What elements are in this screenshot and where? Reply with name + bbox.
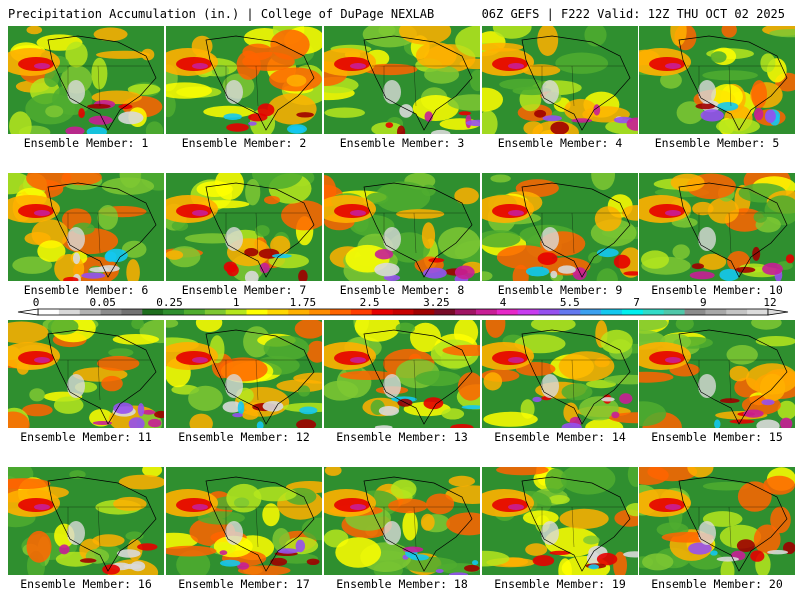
colorbar-swatch [705, 309, 727, 315]
colorbar-swatch [100, 309, 122, 315]
ensemble-member-map [639, 173, 795, 281]
colorbar-swatch [267, 309, 289, 315]
ensemble-member-map [8, 173, 164, 281]
colorbar-swatch [726, 309, 748, 315]
ensemble-member-label: Ensemble Member: 3 [339, 136, 465, 150]
colorbar-swatch [455, 309, 477, 315]
ensemble-member-map [166, 467, 322, 575]
colorbar-tick-label: 0.25 [156, 296, 183, 309]
ensemble-member-label: Ensemble Member: 8 [339, 283, 465, 297]
ensemble-member-label: Ensemble Member: 12 [178, 430, 310, 444]
ensemble-member-map [482, 26, 638, 134]
ensemble-member-label: Ensemble Member: 20 [651, 577, 783, 591]
ensemble-member-label: Ensemble Member: 6 [23, 283, 149, 297]
ensemble-member-label: Ensemble Member: 2 [181, 136, 307, 150]
colorbar-swatch [684, 309, 706, 315]
colorbar-tick-label: 1.75 [290, 296, 317, 309]
colorbar-tick-label: 12 [763, 296, 776, 309]
colorbar-tick-label: 4 [500, 296, 507, 309]
ensemble-member-map [324, 320, 480, 428]
ensemble-member-map [482, 320, 638, 428]
ensemble-member-map [324, 26, 480, 134]
ensemble-member-map [639, 320, 795, 428]
colorbar-swatch [121, 309, 143, 315]
ensemble-member-map [324, 173, 480, 281]
ensemble-member-map [482, 467, 638, 575]
ensemble-member-map [8, 26, 164, 134]
colorbar-tick-label: 3.25 [423, 296, 450, 309]
colorbar-swatch [747, 309, 769, 315]
colorbar-swatch [204, 309, 227, 315]
colorbar-swatch [142, 309, 164, 315]
colorbar-swatch [371, 309, 393, 315]
colorbar-tick-label: 5.5 [560, 296, 580, 309]
ensemble-member-label: Ensemble Member: 7 [181, 283, 307, 297]
colorbar-tick-label: 0 [33, 296, 40, 309]
ensemble-member-label: Ensemble Member: 11 [20, 430, 152, 444]
precipitation-colorbar: 0 0.05 0.25 1 1.75 2.5 3.25 4 5.5 7 9 12 [17, 296, 789, 316]
ensemble-member-map [8, 467, 164, 575]
ensemble-member-map [324, 467, 480, 575]
ensemble-member-label: Ensemble Member: 10 [651, 283, 783, 297]
colorbar-swatch [225, 309, 247, 315]
ensemble-member-label: Ensemble Member: 16 [20, 577, 152, 591]
colorbar-tick-label: 1 [233, 296, 240, 309]
ensemble-member-label: Ensemble Member: 13 [336, 430, 468, 444]
colorbar-swatch [58, 309, 81, 315]
ensemble-member-map [8, 320, 164, 428]
colorbar-tick-label: 2.5 [360, 296, 380, 309]
colorbar-swatch [496, 309, 519, 315]
ensemble-member-map [166, 173, 322, 281]
ensemble-member-label: Ensemble Member: 5 [654, 136, 780, 150]
ensemble-member-label: Ensemble Member: 18 [336, 577, 468, 591]
colorbar-swatch [350, 309, 373, 315]
colorbar-swatch [559, 309, 581, 315]
colorbar-tick-label: 7 [633, 296, 640, 309]
ensemble-member-map [639, 467, 795, 575]
colorbar-swatch [476, 309, 498, 315]
colorbar-swatch [642, 309, 665, 315]
colorbar-swatch [434, 309, 456, 315]
colorbar-swatch [392, 309, 414, 315]
ensemble-member-map [166, 320, 322, 428]
colorbar-swatch [79, 309, 101, 315]
colorbar-swatch [38, 309, 60, 315]
model-run-info: 06Z GEFS | F222 Valid: 12Z THU OCT 02 20… [481, 7, 785, 21]
ensemble-member-map [482, 173, 638, 281]
ensemble-member-label: Ensemble Member: 14 [494, 430, 626, 444]
colorbar-swatch [309, 309, 331, 315]
colorbar-swatch [538, 309, 560, 315]
colorbar-swatch [246, 309, 268, 315]
ensemble-member-label: Ensemble Member: 4 [497, 136, 623, 150]
ensemble-member-label: Ensemble Member: 1 [23, 136, 149, 150]
colorbar-swatch [330, 309, 352, 315]
ensemble-member-label: Ensemble Member: 9 [497, 283, 623, 297]
colorbar-tick-label: 9 [700, 296, 707, 309]
colorbar-swatch [517, 309, 539, 315]
colorbar-tick-label: 0.05 [89, 296, 116, 309]
colorbar-swatch [184, 309, 206, 315]
colorbar-swatch [580, 309, 602, 315]
colorbar-swatch [663, 309, 685, 315]
ensemble-member-label: Ensemble Member: 17 [178, 577, 310, 591]
colorbar-arrow-left [17, 308, 39, 316]
colorbar-swatch [413, 309, 435, 315]
colorbar-swatch [163, 309, 185, 315]
ensemble-member-map [166, 26, 322, 134]
ensemble-member-map [639, 26, 795, 134]
map-title: Precipitation Accumulation (in.) | Colle… [8, 7, 435, 21]
ensemble-member-label: Ensemble Member: 19 [494, 577, 626, 591]
colorbar-swatch [601, 309, 623, 315]
ensemble-member-label: Ensemble Member: 15 [651, 430, 783, 444]
colorbar-swatch [622, 309, 644, 315]
colorbar-arrow-right [767, 308, 789, 316]
colorbar-swatch [288, 309, 310, 315]
